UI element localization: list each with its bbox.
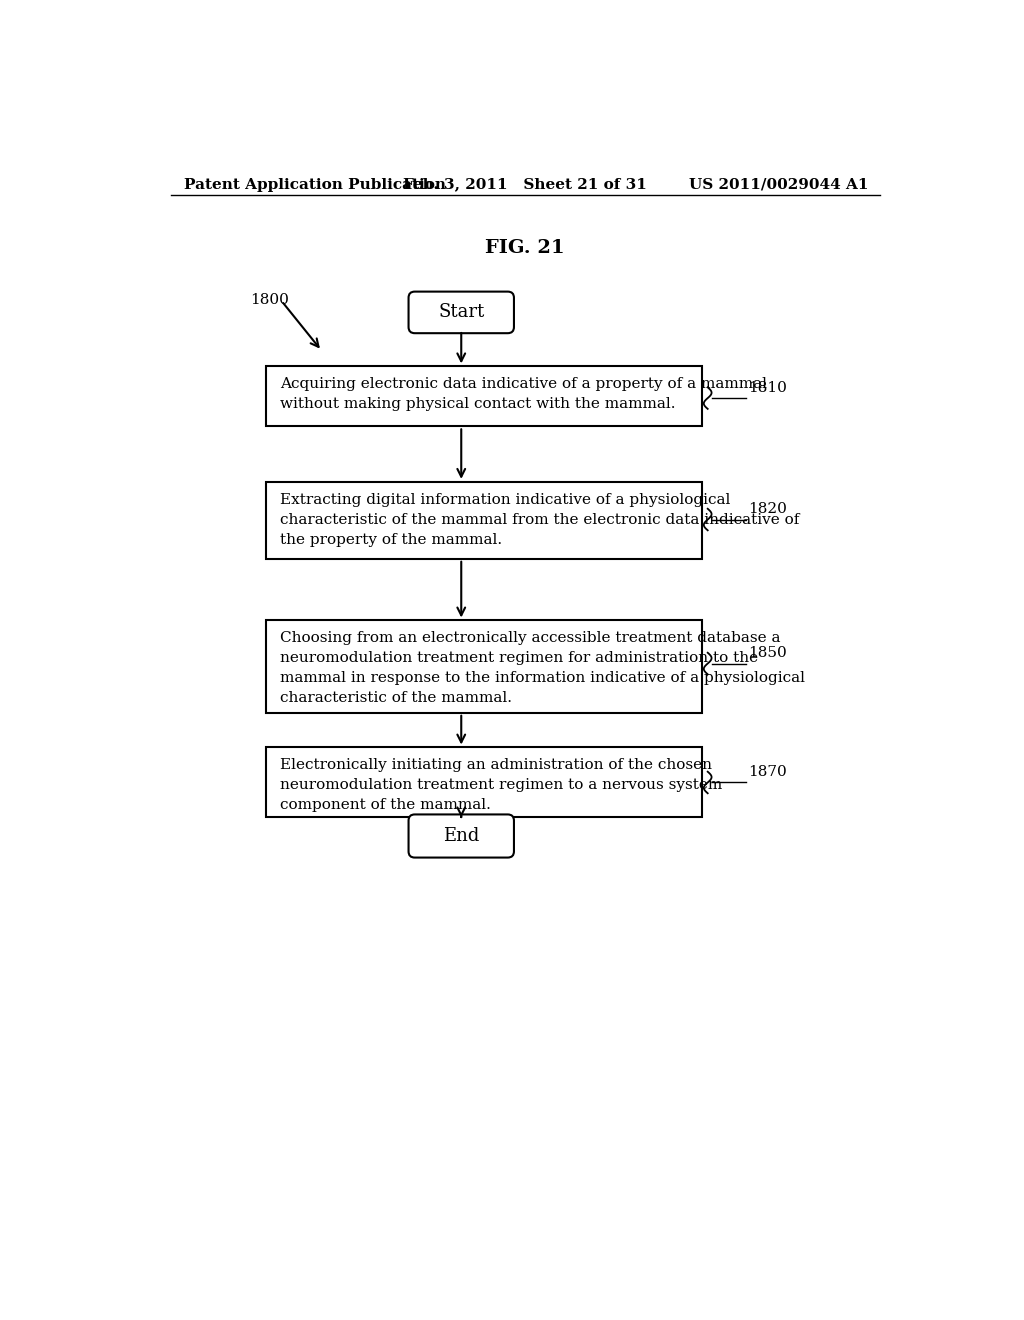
Text: US 2011/0029044 A1: US 2011/0029044 A1 <box>688 178 868 191</box>
Bar <box>266 482 701 558</box>
Text: Acquiring electronic data indicative of a property of a mammal
without making ph: Acquiring electronic data indicative of … <box>280 378 767 411</box>
Text: Electronically initiating an administration of the chosen
neuromodulation treatm: Electronically initiating an administrat… <box>280 758 722 812</box>
Text: Start: Start <box>438 304 484 321</box>
Text: Patent Application Publication: Patent Application Publication <box>183 178 445 191</box>
Text: Choosing from an electronically accessible treatment database a
neuromodulation : Choosing from an electronically accessib… <box>280 631 805 705</box>
FancyBboxPatch shape <box>409 292 514 333</box>
Text: 1800: 1800 <box>251 293 290 308</box>
Bar <box>266 620 701 713</box>
Text: FIG. 21: FIG. 21 <box>485 239 564 257</box>
Bar <box>266 367 701 426</box>
FancyBboxPatch shape <box>409 814 514 858</box>
Text: Extracting digital information indicative of a physiological
characteristic of t: Extracting digital information indicativ… <box>280 492 800 546</box>
Text: 1850: 1850 <box>748 647 786 660</box>
Text: End: End <box>443 828 479 845</box>
Bar <box>266 747 701 817</box>
Text: Feb. 3, 2011   Sheet 21 of 31: Feb. 3, 2011 Sheet 21 of 31 <box>402 178 647 191</box>
Text: 1870: 1870 <box>748 766 786 779</box>
Text: 1810: 1810 <box>748 381 786 395</box>
Text: 1820: 1820 <box>748 503 786 516</box>
